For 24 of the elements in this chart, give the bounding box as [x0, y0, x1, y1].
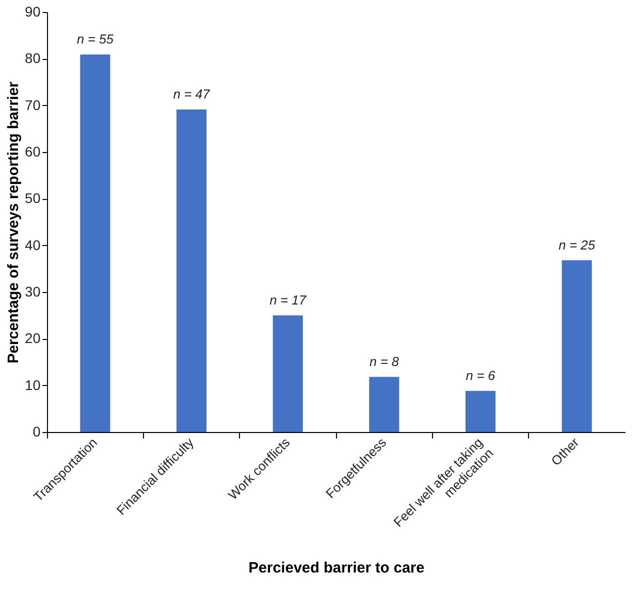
annotation: n = 17	[270, 292, 307, 308]
bar	[369, 376, 400, 432]
y-tick-label: 70	[24, 96, 41, 113]
y-tick-label: 50	[24, 190, 41, 206]
y-tick-label: 60	[24, 144, 41, 160]
bar	[80, 54, 110, 432]
x-axis-title: Percieved barrier to care	[248, 559, 424, 576]
annotation: n = 8	[370, 354, 400, 369]
annotation: n = 47	[173, 86, 211, 102]
y-tick-label: 40	[24, 236, 41, 253]
y-tick-label: 0	[32, 424, 41, 440]
y-tick-label: 30	[24, 284, 41, 300]
bar	[562, 260, 592, 432]
y-tick-label: 80	[24, 50, 41, 66]
y-tick-label: 10	[24, 376, 41, 393]
y-tick-label: 20	[24, 330, 41, 346]
bar	[176, 110, 206, 432]
annotation: n = 55	[76, 31, 114, 46]
bar	[272, 315, 303, 432]
bar	[466, 390, 496, 432]
y-axis-title: Percentage of surveys reporting barrier	[4, 81, 22, 364]
annotation: n = 6	[466, 368, 496, 383]
y-tick-label: 90	[24, 4, 41, 20]
annotation: n = 25	[558, 237, 596, 252]
